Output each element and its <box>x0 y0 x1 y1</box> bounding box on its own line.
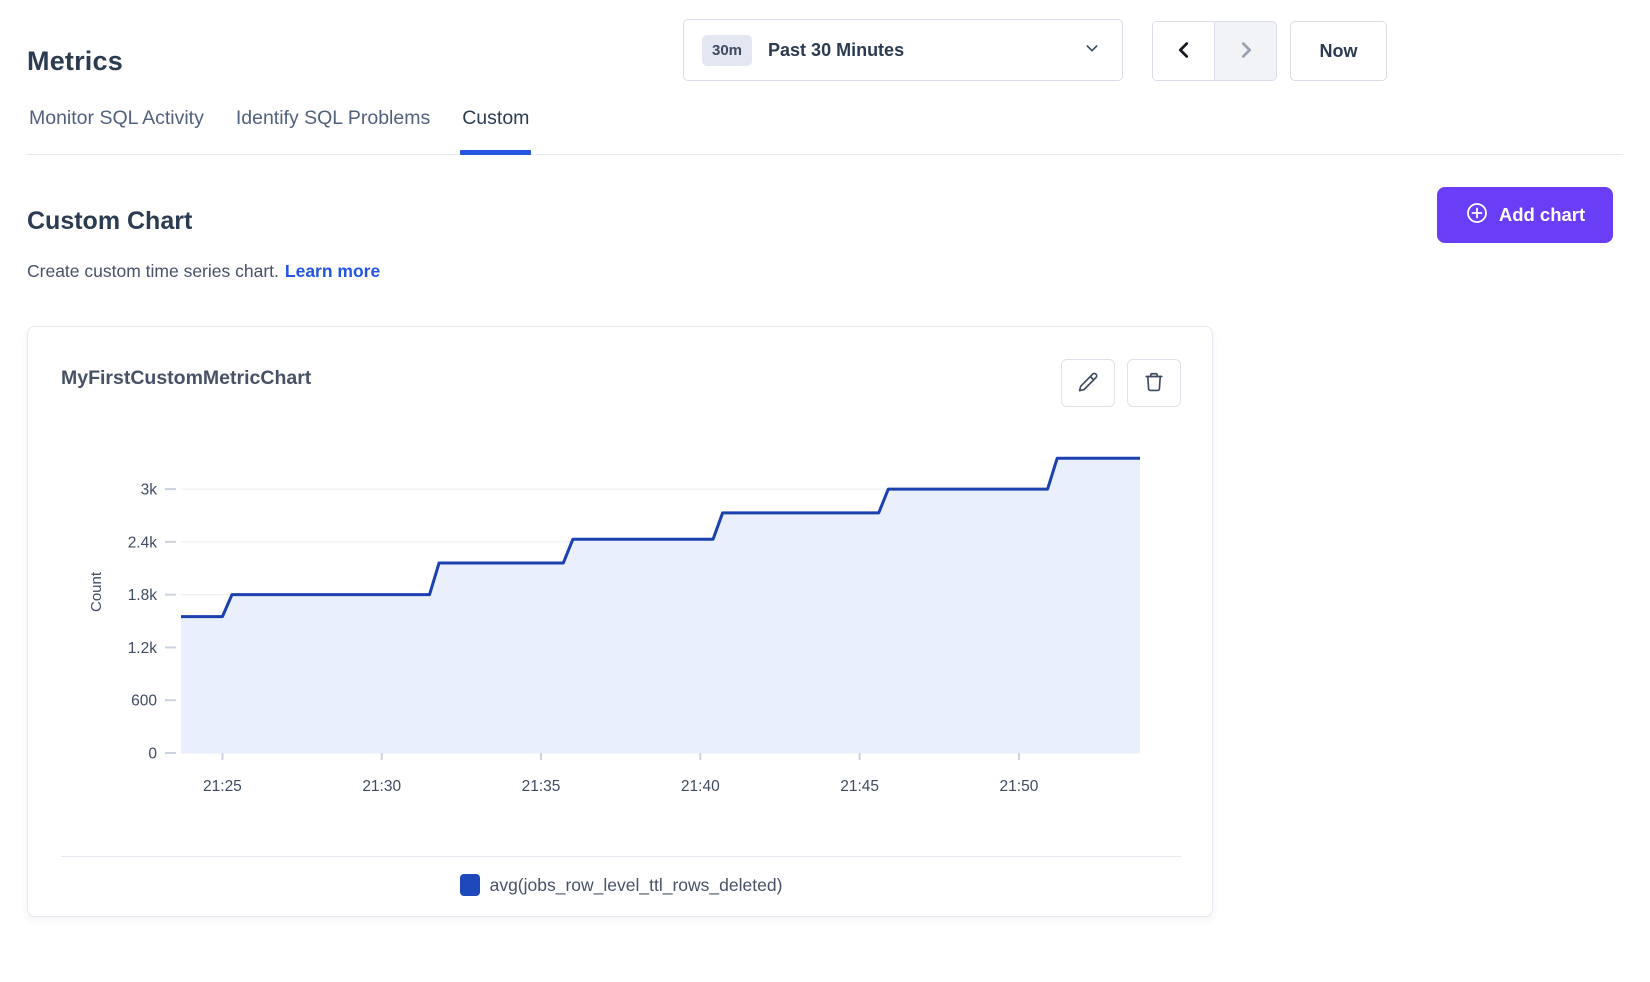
pencil-icon <box>1077 371 1099 396</box>
next-range-button[interactable] <box>1215 22 1276 80</box>
svg-text:3k: 3k <box>141 482 158 499</box>
page-title: Metrics <box>27 46 123 77</box>
section-description: Create custom time series chart. Learn mo… <box>27 261 380 282</box>
chevron-down-icon <box>1084 40 1100 61</box>
custom-chart-card: MyFirstCustomMetricChart 0 600 1.2k 1.8k 2.4… <box>27 326 1213 917</box>
edit-chart-button[interactable] <box>1061 359 1115 407</box>
legend-label: avg(jobs_row_level_ttl_rows_deleted) <box>490 875 783 896</box>
svg-text:21:50: 21:50 <box>1000 778 1039 795</box>
tab-identify-sql-problems[interactable]: Identify SQL Problems <box>234 103 432 155</box>
svg-text:21:35: 21:35 <box>522 778 561 795</box>
svg-text:21:30: 21:30 <box>362 778 401 795</box>
time-step-buttons <box>1152 21 1277 81</box>
chevron-right-icon <box>1235 39 1257 64</box>
chevron-left-icon <box>1173 39 1195 64</box>
chart-title: MyFirstCustomMetricChart <box>61 367 311 390</box>
time-range-label: Past 30 Minutes <box>768 40 904 61</box>
learn-more-link[interactable]: Learn more <box>285 261 380 281</box>
legend-divider <box>61 856 1181 857</box>
section-title: Custom Chart <box>27 207 192 236</box>
svg-text:21:25: 21:25 <box>203 778 242 795</box>
svg-text:21:40: 21:40 <box>681 778 720 795</box>
svg-text:0: 0 <box>148 746 157 763</box>
svg-text:1.8k: 1.8k <box>128 587 158 604</box>
time-range-dropdown[interactable]: 30m Past 30 Minutes <box>683 19 1123 81</box>
tab-monitor-sql-activity[interactable]: Monitor SQL Activity <box>27 103 206 155</box>
timeseries-chart-canvas[interactable]: 0 600 1.2k 1.8k 2.4k 3k 21:25 21:30 21:35 21:40 21… <box>28 415 1214 805</box>
metrics-tabs: Monitor SQL Activity Identify SQL Proble… <box>27 103 531 155</box>
now-button[interactable]: Now <box>1290 21 1387 81</box>
prev-range-button[interactable] <box>1153 22 1215 80</box>
svg-text:600: 600 <box>131 693 157 710</box>
svg-text:1.2k: 1.2k <box>128 640 158 657</box>
tab-custom[interactable]: Custom <box>460 103 531 155</box>
time-range-badge: 30m <box>702 35 752 66</box>
trash-icon <box>1143 371 1165 396</box>
add-chart-button[interactable]: Add chart <box>1437 187 1613 243</box>
svg-text:21:45: 21:45 <box>840 778 879 795</box>
svg-text:2.4k: 2.4k <box>128 534 158 551</box>
legend-swatch-icon <box>460 874 480 896</box>
plus-circle-icon <box>1465 201 1489 230</box>
add-chart-label: Add chart <box>1499 204 1585 226</box>
legend-item[interactable]: avg(jobs_row_level_ttl_rows_deleted) <box>28 874 1214 896</box>
delete-chart-button[interactable] <box>1127 359 1181 407</box>
svg-text:Count: Count <box>88 571 105 612</box>
section-description-text: Create custom time series chart. <box>27 261 279 281</box>
